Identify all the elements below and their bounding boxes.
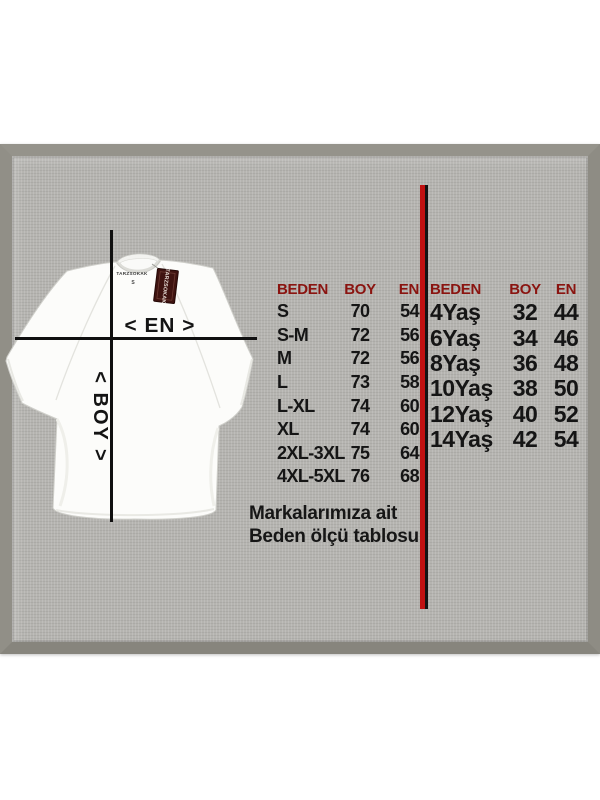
left-cuff-shading (7, 358, 24, 402)
adult-table-header: BEDEN BOY EN (277, 280, 419, 300)
hang-tag: TARZSOKAK (153, 267, 179, 305)
en-cell: 60 (400, 419, 419, 440)
collar-brand-label: TARZSOKAK (116, 271, 148, 276)
board-background (0, 144, 600, 654)
size-cell: 10Yaş (430, 375, 493, 402)
hem-shading (55, 508, 215, 517)
size-cell: 4XL-5XL (277, 466, 345, 487)
boy-cell: 32 (512, 299, 538, 326)
en-cell: 54 (553, 426, 579, 453)
table-row: L 73 58 (277, 371, 420, 395)
boy-cell: 74 (350, 419, 370, 440)
header-cell-beden: BEDEN (277, 281, 329, 298)
size-cell: L (277, 372, 288, 393)
en-cell: 58 (400, 372, 419, 393)
en-cell: 56 (400, 324, 419, 345)
boy-cell: 76 (350, 466, 370, 487)
size-cell: M (277, 348, 292, 369)
en-cell: 48 (553, 349, 579, 376)
length-measure-line (110, 230, 113, 522)
tshirt-illustration: TARZSOKAK S TARZSOKAK (5, 253, 254, 520)
left-raglan-seam (55, 265, 116, 401)
front-neckline-rib (115, 259, 162, 273)
header-cell-en: EN (555, 281, 577, 298)
table-row: L-XL 74 60 (277, 394, 420, 418)
header-cell-en: EN (398, 281, 420, 298)
left-body-wrinkle (55, 418, 69, 507)
boy-cell: 74 (350, 395, 370, 416)
size-cell: S-M (277, 324, 309, 345)
boy-cell: 34 (512, 324, 538, 351)
width-label: < EN > (124, 315, 196, 337)
hang-tag-brand: TARZSOKAK (160, 268, 170, 304)
boy-cell: 72 (350, 324, 370, 345)
size-cell: 14Yaş (430, 426, 493, 453)
table-row: 2XL-3XL 75 64 (277, 442, 420, 466)
size-cell: 6Yaş (430, 324, 481, 351)
table-row: 4Yaş 32 44 (430, 299, 586, 326)
en-cell: 64 (400, 442, 419, 463)
size-cell: 2XL-3XL (277, 442, 345, 463)
right-body-wrinkle (209, 427, 220, 507)
front-neckline-seam (116, 260, 161, 274)
table-row: 12Yaş 40 52 (430, 400, 586, 427)
en-cell: 46 (553, 324, 579, 351)
boy-cell: 42 (512, 426, 538, 453)
boy-cell: 38 (512, 375, 538, 402)
size-cell: 12Yaş (430, 400, 493, 427)
tshirt-body (5, 259, 254, 520)
length-label: < BOY > (89, 371, 111, 463)
table-row: XL 74 60 (277, 418, 420, 442)
table-row: 10Yaş 38 50 (430, 375, 586, 402)
header-cell-boy: BOY (344, 281, 376, 298)
size-cell: 4Yaş (430, 299, 481, 326)
size-cell: L-XL (277, 395, 315, 416)
en-cell: 60 (400, 395, 419, 416)
en-cell: 54 (400, 301, 419, 322)
adult-size-table: BEDEN BOY EN S 70 54 S-M 72 56 M 72 56 L… (277, 280, 420, 489)
size-cell: XL (277, 419, 299, 440)
table-row: 6Yaş 34 46 (430, 324, 586, 351)
header-cell-beden: BEDEN (430, 281, 482, 298)
en-cell: 56 (400, 348, 419, 369)
size-cell: S (277, 301, 289, 322)
header-cell-boy: BOY (509, 281, 541, 298)
width-measure-line (15, 337, 257, 340)
table-row: 14Yaş 42 54 (430, 426, 586, 453)
table-row: 4XL-5XL 76 68 (277, 465, 420, 489)
red-divider-line (420, 185, 428, 609)
kids-table-header: BEDEN BOY EN (430, 280, 586, 300)
right-cuff-shading (240, 358, 253, 406)
boy-cell: 40 (512, 400, 538, 427)
boy-cell: 70 (350, 301, 370, 322)
collar-size-label: S (131, 280, 135, 286)
en-cell: 68 (400, 466, 419, 487)
caption-line-1: Markalarımıza ait (249, 503, 398, 524)
en-cell: 50 (553, 375, 579, 402)
size-cell: 8Yaş (430, 349, 481, 376)
boy-cell: 73 (350, 372, 370, 393)
boy-cell: 36 (512, 349, 538, 376)
en-cell: 52 (553, 400, 579, 427)
boy-cell: 75 (350, 442, 370, 463)
en-cell: 44 (553, 299, 579, 326)
kids-size-table: BEDEN BOY EN 4Yaş 32 44 6Yaş 34 46 8Yaş … (430, 280, 586, 452)
table-row: 8Yaş 36 48 (430, 349, 586, 376)
caption-line-2: Beden ölçü tablosu (249, 526, 419, 547)
table-row: M 72 56 (277, 347, 420, 371)
caption: Markalarımıza ait Beden ölçü tablosu (249, 502, 419, 548)
boy-cell: 72 (350, 348, 370, 369)
table-row: S 70 54 (277, 300, 420, 324)
table-row: S-M 72 56 (277, 324, 420, 348)
